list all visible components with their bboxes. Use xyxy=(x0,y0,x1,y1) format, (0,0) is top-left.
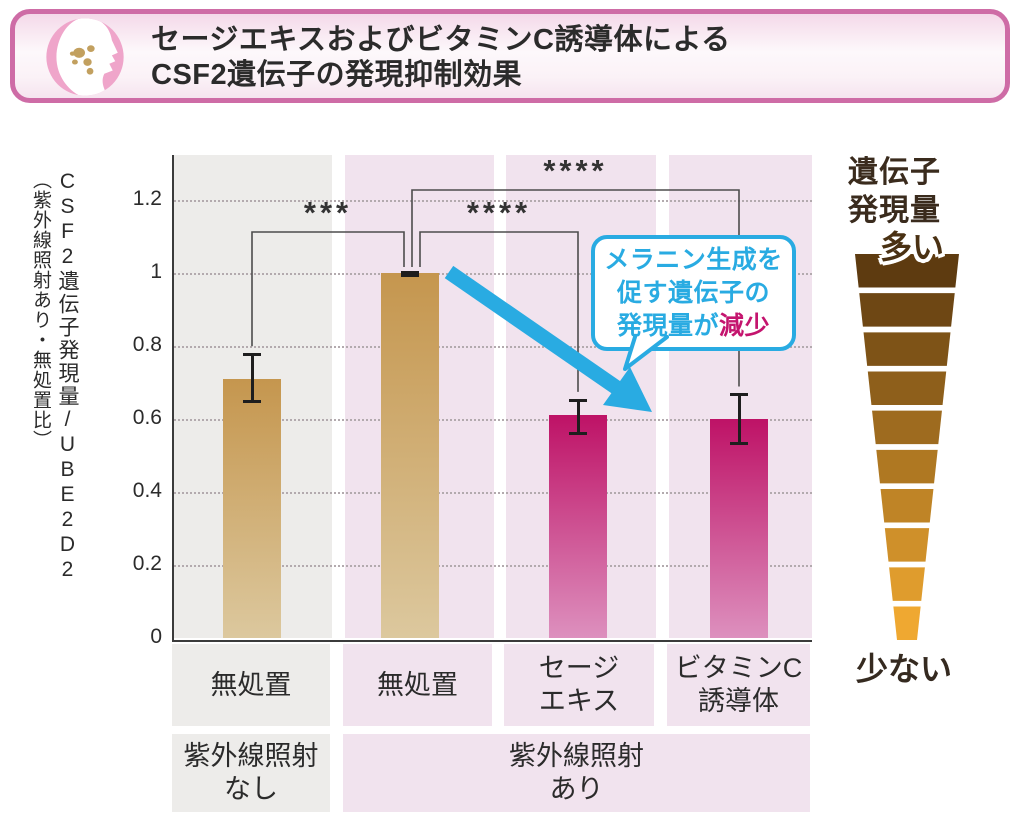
bar xyxy=(549,415,607,638)
bar xyxy=(381,273,439,638)
skin-spots xyxy=(69,45,95,75)
header-card: セージエキスおよびビタミンC誘導体による CSF2遺伝子の発現抑制効果 xyxy=(10,9,1010,103)
y-tick-label: 1 xyxy=(150,260,162,283)
significance-bracket xyxy=(251,231,405,347)
face-silhouette xyxy=(56,18,118,96)
funnel-segment xyxy=(876,449,938,484)
callout-line2: 促す遺伝子の xyxy=(616,278,770,307)
error-bar xyxy=(401,271,419,278)
y-tick-label: 1.2 xyxy=(132,187,162,210)
legend-label-low: 少ない xyxy=(856,651,953,687)
gridline xyxy=(174,492,812,494)
y-axis-label-main: CSF2遺伝子発現量/UBE2D2 xyxy=(55,170,79,583)
gridline xyxy=(174,346,812,348)
gridline xyxy=(174,419,812,421)
funnel-segment xyxy=(889,567,925,601)
bar xyxy=(710,419,768,638)
group-label-no-uv: 紫外線照射 なし xyxy=(172,734,330,812)
x-category-label: ビタミンC 誘導体 xyxy=(667,644,810,726)
face-profile-with-spots-icon xyxy=(46,18,124,96)
page-title-line1: セージエキスおよびビタミンC誘導体による xyxy=(151,24,731,56)
group-label-uv: 紫外線照射 あり xyxy=(343,734,810,812)
x-category-label: セージ エキス xyxy=(504,644,654,726)
error-bar xyxy=(569,398,587,436)
legend-label-high: 多い xyxy=(879,229,945,265)
y-axis-label: CSF2遺伝子発現量/UBE2D2 （紫外線照射あり・無処置比） xyxy=(29,170,79,656)
gridline xyxy=(174,565,812,567)
y-tick-label: 0.2 xyxy=(132,552,162,575)
callout-bubble: メラニン生成を 促す遺伝子の 発現量が減少 xyxy=(591,235,796,371)
funnel-segment xyxy=(880,489,934,523)
plot-area: *** **** **** メラニン生成を 促す遺伝子の 発現量が減少 xyxy=(172,153,812,642)
significance-bracket xyxy=(419,231,579,392)
y-tick-label: 0 xyxy=(150,625,162,648)
funnel-segment xyxy=(872,410,942,445)
funnel-segment xyxy=(859,293,955,327)
significance-label: **** xyxy=(543,153,608,188)
bar xyxy=(223,378,281,638)
legend-title: 遺伝子 発現量 xyxy=(848,156,941,227)
x-category-label: 無処置 xyxy=(343,644,492,726)
gridline xyxy=(174,200,812,202)
callout-line3: 発現量が減少 xyxy=(616,311,771,340)
funnel-segment xyxy=(855,254,959,288)
callout-tail xyxy=(623,335,669,371)
gridline xyxy=(174,273,812,275)
decrease-arrow-head xyxy=(603,367,652,412)
funnel-segment xyxy=(867,371,947,405)
y-tick-label: 0.4 xyxy=(132,479,162,502)
error-bar xyxy=(243,353,261,403)
page-title: セージエキスおよびビタミンC誘導体による CSF2遺伝子の発現抑制効果 xyxy=(151,23,731,94)
callout-line1: メラニン生成を xyxy=(604,245,783,274)
funnel-segment xyxy=(884,528,930,562)
y-axis-label-sub: （紫外線照射あり・無処置比） xyxy=(29,170,51,450)
x-category-label: 無処置 xyxy=(172,644,330,726)
error-bar xyxy=(730,393,748,445)
callout-highlight: 減少 xyxy=(719,311,771,340)
significance-label: **** xyxy=(466,195,532,230)
significance-label: *** xyxy=(303,195,353,230)
funnel-chart xyxy=(855,254,959,640)
funnel-segment xyxy=(863,332,951,366)
funnel-segment xyxy=(893,606,921,640)
y-tick-label: 0.6 xyxy=(132,406,162,429)
page-title-line2: CSF2遺伝子の発現抑制効果 xyxy=(151,59,523,92)
y-tick-label: 0.8 xyxy=(132,333,162,356)
decrease-arrow-shaft xyxy=(444,265,622,395)
